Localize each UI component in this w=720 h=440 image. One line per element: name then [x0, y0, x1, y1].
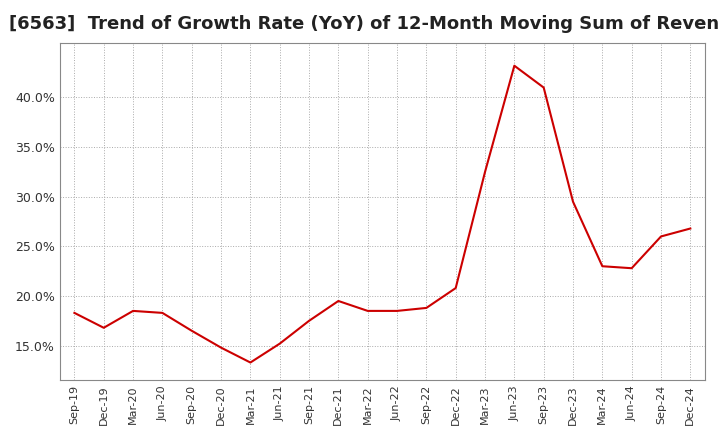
Title: [6563]  Trend of Growth Rate (YoY) of 12-Month Moving Sum of Revenues: [6563] Trend of Growth Rate (YoY) of 12-… — [9, 15, 720, 33]
